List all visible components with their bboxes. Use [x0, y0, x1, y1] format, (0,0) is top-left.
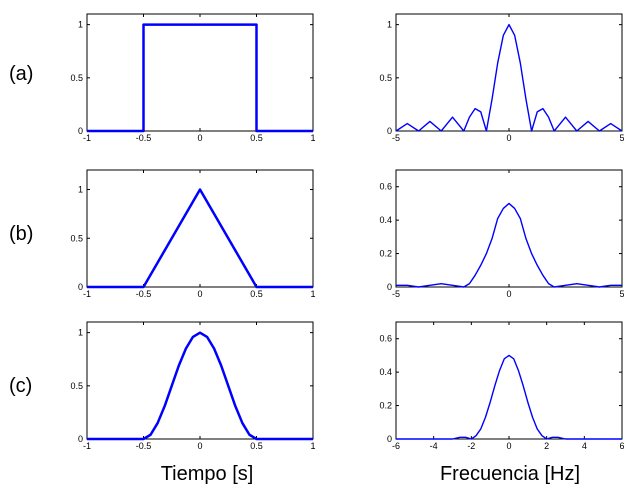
y-tick-label: 0.4	[379, 367, 392, 377]
y-tick-label: 0	[387, 126, 392, 136]
series-line	[87, 331, 313, 441]
subplot-b-time: -1 -0.5 0 0.5 1 0 0.5 1	[70, 169, 316, 299]
y-tick-label: 1	[78, 328, 83, 338]
series-line	[87, 23, 313, 133]
y-tick-label: 0	[78, 126, 83, 136]
x-tick-label: -4	[430, 441, 438, 451]
x-tick-label: 5	[619, 289, 624, 299]
x-tick-label: -1	[83, 133, 91, 143]
y-tick-label: 0.5	[70, 381, 83, 391]
x-tick-label: 1	[310, 133, 315, 143]
x-tick-label: 0.5	[250, 441, 263, 451]
x-tick-label: 0	[197, 441, 202, 451]
y-tick-label: 0.5	[70, 233, 83, 243]
y-tick-label: 1	[387, 20, 392, 30]
y-tick-label: 0	[387, 434, 392, 444]
y-tick-label: 1	[78, 20, 83, 30]
x-tick-label: 5	[619, 133, 624, 143]
x-tick-label: -5	[392, 133, 400, 143]
x-tick-label: 1	[310, 441, 315, 451]
y-tick-label: 0	[78, 434, 83, 444]
x-tick-label: 0	[506, 441, 511, 451]
subplot-c-freq: -6 -4 -2 0 2 4 6 0 0.2 0.4 0.6	[379, 321, 624, 451]
axes-frame	[395, 321, 623, 440]
series-line	[395, 23, 623, 132]
y-tick-label: 0	[78, 282, 83, 292]
row-label-b: (b)	[9, 223, 33, 245]
subplot-a-freq: -5 0 500.51	[379, 13, 624, 143]
series-line	[87, 188, 313, 289]
axes-frame	[86, 13, 314, 132]
row-label-c: (c)	[9, 375, 32, 397]
plots-group: -1 -0.5 0 0.5 100.51-5 0 500.51-1 -0.5 0 0.5 100.5…	[70, 13, 624, 451]
time-axis-label: Tiempo [s]	[161, 463, 254, 485]
x-tick-label: -5	[392, 289, 400, 299]
x-tick-label: -1	[83, 441, 91, 451]
x-tick-label: 4	[582, 441, 587, 451]
axes-frame	[395, 13, 623, 132]
x-tick-label: -0.5	[136, 289, 152, 299]
axes-frame	[395, 169, 623, 288]
row-label-a: (a)	[9, 63, 33, 85]
x-tick-label: -1	[83, 289, 91, 299]
x-tick-label: -2	[467, 441, 475, 451]
x-tick-label: 0.5	[250, 133, 263, 143]
x-tick-label: 2	[544, 441, 549, 451]
x-tick-label: 0	[197, 289, 202, 299]
x-tick-label: 1	[310, 289, 315, 299]
y-tick-label: 0.4	[379, 215, 392, 225]
y-tick-label: 1	[78, 185, 83, 195]
x-tick-label: 0.5	[250, 289, 263, 299]
axes-frame	[86, 321, 314, 440]
subplot-c-time: -1 -0.5 0 0.5 1 0 0.5 1	[70, 321, 316, 451]
x-tick-label: -0.5	[136, 441, 152, 451]
y-tick-label: 0.2	[379, 401, 392, 411]
y-tick-label: 0	[387, 282, 392, 292]
y-tick-label: 0.6	[379, 182, 392, 192]
series-line	[396, 202, 622, 288]
subplot-b-freq: -5 0 500.20.40.6	[379, 169, 624, 299]
x-tick-label: -6	[392, 441, 400, 451]
y-tick-label: 0.2	[379, 249, 392, 259]
series-line	[396, 354, 622, 440]
x-tick-label: 0	[197, 133, 202, 143]
x-tick-label: 0	[506, 289, 511, 299]
frequency-axis-label: Frecuencia [Hz]	[440, 463, 580, 485]
y-tick-label: 0.6	[379, 334, 392, 344]
x-tick-label: 0	[506, 133, 511, 143]
y-tick-label: 0.5	[379, 73, 392, 83]
subplot-a-time: -1 -0.5 0 0.5 1 0 0.5 1	[70, 13, 316, 143]
x-tick-label: -0.5	[136, 133, 152, 143]
y-tick-label: 0.5	[70, 73, 83, 83]
x-tick-label: 6	[619, 441, 624, 451]
axes-frame	[86, 169, 314, 288]
